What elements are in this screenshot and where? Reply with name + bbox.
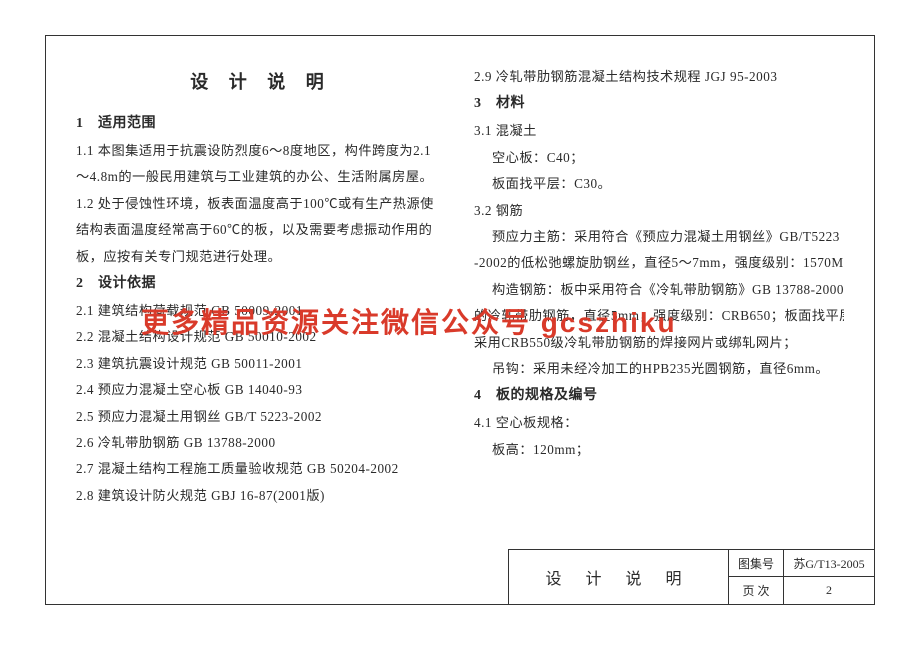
value-page: 2 [784,577,874,604]
left-line: 板，应按有关专门规范进行处理。 [76,244,446,270]
left-line: 2.3 建筑抗震设计规范 GB 50011-2001 [76,351,446,377]
right-line: 3 材料 [474,90,844,118]
left-line: 2.7 混凝土结构工程施工质量验收规范 GB 50204-2002 [76,456,446,482]
label-atlas-no: 图集号 [729,550,784,576]
footer-row-page: 页 次 2 [729,577,874,604]
page-frame: 设 计 说 明 1 适用范围1.1 本图集适用于抗震设防烈度6～8度地区，构件跨… [45,35,875,605]
left-line: 2.5 预应力混凝土用钢丝 GB/T 5223-2002 [76,404,446,430]
document-title: 设 计 说 明 [76,64,446,100]
footer-row-set: 图集号 苏G/T13-2005 [729,550,874,577]
content-area: 设 计 说 明 1 适用范围1.1 本图集适用于抗震设防烈度6～8度地区，构件跨… [76,64,846,524]
right-column: 2.9 冷轧带肋钢筋混凝土结构技术规程 JGJ 95-20033 材料3.1 混… [474,64,844,524]
right-line: 构造钢筋：板中采用符合《冷轧带肋钢筋》GB 13788-2000 [474,277,844,303]
right-line: -2002的低松弛螺旋肋钢丝，直径5～7mm，强度级别：1570MPa； [474,250,844,276]
right-line: 3.2 钢筋 [474,198,844,224]
right-line: 板面找平层：C30。 [474,171,844,197]
footer-title: 设 计 说 明 [509,550,729,604]
right-line: 4 板的规格及编号 [474,382,844,410]
left-line: 1.2 处于侵蚀性环境，板表面温度高于100℃或有生产热源使 [76,191,446,217]
left-line: 结构表面温度经常高于60℃的板，以及需要考虑振动作用的 [76,217,446,243]
left-line: ～4.8m的一般民用建筑与工业建筑的办公、生活附属房屋。 [76,164,446,190]
right-line: 3.1 混凝土 [474,118,844,144]
footer-title-block: 设 计 说 明 图集号 苏G/T13-2005 页 次 2 [508,549,875,605]
right-line: 板高：120mm； [474,437,844,463]
right-line: 2.9 冷轧带肋钢筋混凝土结构技术规程 JGJ 95-2003 [474,64,844,90]
footer-meta: 图集号 苏G/T13-2005 页 次 2 [729,550,874,604]
right-line: 预应力主筋：采用符合《预应力混凝土用钢丝》GB/T5223 [474,224,844,250]
right-line: 采用CRB550级冷轧带肋钢筋的焊接网片或绑轧网片； [474,330,844,356]
label-page: 页 次 [729,577,784,604]
left-column: 设 计 说 明 1 适用范围1.1 本图集适用于抗震设防烈度6～8度地区，构件跨… [76,64,446,524]
left-line: 2.4 预应力混凝土空心板 GB 14040-93 [76,377,446,403]
left-line: 2.8 建筑设计防火规范 GBJ 16-87(2001版) [76,483,446,509]
left-line: 1.1 本图集适用于抗震设防烈度6～8度地区，构件跨度为2.1 [76,138,446,164]
left-line: 1 适用范围 [76,110,446,138]
right-line: 吊钩：采用未经冷加工的HPB235光圆钢筋，直径6mm。 [474,356,844,382]
left-line: 2.1 建筑结构荷载规范 GB 50009-2001 [76,298,446,324]
right-line: 4.1 空心板规格： [474,410,844,436]
left-line: 2 设计依据 [76,270,446,298]
right-line: 空心板：C40； [474,145,844,171]
right-line: 的冷轧带肋钢筋，直径5mm，强度级别：CRB650；板面找平层中 [474,303,844,329]
value-atlas-no: 苏G/T13-2005 [784,550,874,576]
left-line: 2.2 混凝土结构设计规范 GB 50010-2002 [76,324,446,350]
left-line: 2.6 冷轧带肋钢筋 GB 13788-2000 [76,430,446,456]
